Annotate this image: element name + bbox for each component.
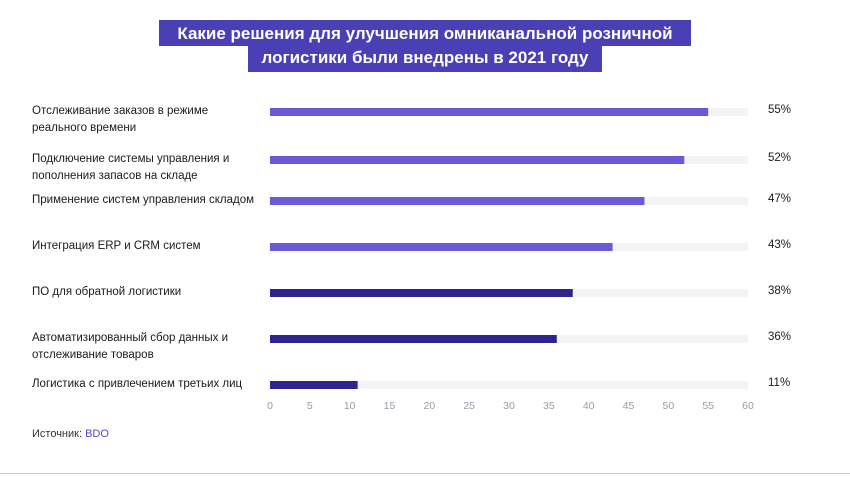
chart-title: Какие решения для улучшения омниканально… [0,20,850,72]
x-tick-label: 55 [702,400,714,412]
bar [270,243,613,251]
category-label-line: Интеграция ERP и CRM систем [32,239,201,252]
source-note: Источник: BDO [32,428,109,440]
x-tick-label: 5 [307,400,313,412]
category-label-line: Подключение системы управления и [32,152,230,165]
x-tick-label: 30 [503,400,515,412]
category-label: Автоматизированный сбор данных и отслежив… [32,330,264,364]
bar [270,197,645,205]
category-label-line: отслеживание товаров [32,348,154,361]
chart-title-line-2: логистики были внедрены в 2021 году [247,46,603,72]
category-label: Интеграция ERP и CRM систем [32,238,264,255]
bar-track [270,381,748,389]
source-link[interactable]: BDO [85,428,109,440]
source-label: Источник: [32,428,86,440]
bar [270,108,709,116]
x-tick-label: 20 [423,400,435,412]
category-label: Логистика с привлечением третьих лиц [32,376,264,393]
bar [270,156,685,164]
bar [270,335,557,343]
category-label-line: Логистика с привлечением третьих лиц [32,377,243,390]
x-tick-label: 25 [463,400,475,412]
category-label-line: Автоматизированный сбор данных и [32,331,229,344]
bar [270,381,358,389]
category-label: Подключение системы управления и пополнен… [32,151,264,185]
category-label-line: пополнения запасов на складе [32,169,198,182]
x-tick-label: 45 [623,400,635,412]
chart-title-line-1: Какие решения для улучшения омниканально… [159,20,691,46]
value-label: 38% [768,285,792,297]
category-label-line: Применение систем управления складом [32,193,255,206]
value-label: 11% [768,377,791,389]
footer-divider [0,473,850,474]
category-label-line: ПО для обратной логистики [32,285,182,298]
value-label: 52% [768,152,792,164]
x-tick-label: 15 [384,400,396,412]
x-tick-label: 0 [267,400,273,412]
value-label: 55% [768,104,792,116]
x-tick-label: 10 [344,400,356,412]
category-label-line: Отслеживание заказов в режиме [32,104,209,117]
x-tick-label: 50 [662,400,674,412]
category-label: Применение систем управления складом [32,192,264,209]
x-tick-label: 60 [742,400,754,412]
x-tick-label: 35 [543,400,555,412]
value-label: 47% [768,193,792,205]
x-tick-label: 40 [583,400,595,412]
value-label: 36% [768,331,792,343]
value-label: 43% [768,239,792,251]
category-label-line: реального времени [32,121,137,134]
category-label: Отслеживание заказов в режиме реального в… [32,103,264,137]
category-label: ПО для обратной логистики [32,284,264,301]
bar [270,289,573,297]
